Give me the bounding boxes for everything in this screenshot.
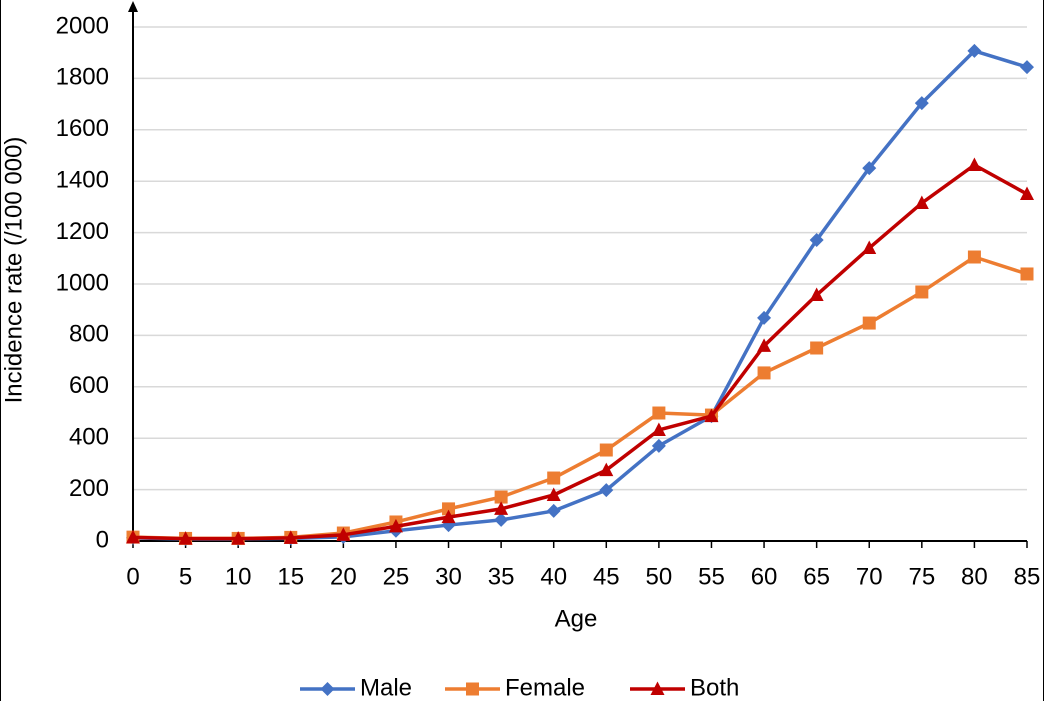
y-tick-label: 1600 [56, 115, 109, 142]
marker [442, 502, 456, 516]
marker [650, 681, 665, 695]
x-tick-label: 20 [330, 563, 357, 590]
legend-item: Female [445, 674, 585, 701]
marker [283, 530, 298, 544]
y-tick-label: 800 [69, 321, 109, 348]
legend-label: Female [505, 674, 585, 701]
marker [652, 406, 666, 420]
marker [862, 161, 877, 176]
x-tick-label: 40 [540, 563, 567, 590]
y-tick-label: 1200 [56, 218, 109, 245]
x-tick-label: 80 [961, 563, 988, 590]
y-tick-label: 200 [69, 475, 109, 502]
marker [441, 509, 456, 524]
marker [336, 527, 351, 541]
marker [1020, 186, 1034, 201]
marker [126, 529, 140, 544]
x-tick-label: 65 [803, 563, 830, 590]
marker [494, 490, 508, 504]
y-tick-label: 1000 [56, 269, 109, 296]
series-line [132, 255, 1028, 541]
x-tick-label: 35 [488, 563, 515, 590]
marker [967, 157, 982, 172]
y-tick-label: 2000 [56, 12, 109, 39]
marker [914, 96, 929, 111]
marker [599, 462, 614, 477]
legend-item: Male [300, 674, 412, 701]
marker [704, 408, 719, 423]
x-tick-label: 45 [593, 563, 620, 590]
x-axis-title: Age [555, 605, 598, 632]
legend-label: Male [360, 674, 412, 701]
marker [914, 195, 929, 210]
marker [546, 503, 561, 518]
marker [757, 366, 771, 380]
marker [967, 43, 982, 58]
y-tick-label: 1400 [56, 167, 109, 194]
x-tick-label: 15 [277, 563, 304, 590]
marker [809, 287, 824, 302]
marker [494, 501, 509, 515]
x-tick-label: 70 [856, 563, 883, 590]
y-tick-label: 400 [69, 424, 109, 451]
x-tick-label: 0 [126, 563, 139, 590]
marker [915, 285, 929, 299]
y-tick-label: 0 [96, 526, 109, 553]
marker [757, 338, 772, 352]
marker [757, 310, 772, 325]
y-axis-arrow [128, 1, 138, 12]
marker [1020, 60, 1034, 75]
x-tick-label: 85 [1014, 563, 1041, 590]
marker [547, 471, 561, 485]
y-axis-title: Incidence rate (/100 000) [0, 137, 27, 404]
marker [599, 483, 614, 498]
x-tick-label: 50 [646, 563, 673, 590]
marker [494, 512, 509, 527]
marker [651, 422, 666, 436]
marker [810, 341, 824, 355]
marker [967, 250, 981, 264]
series-line [132, 163, 1028, 541]
x-tick-label: 55 [698, 563, 725, 590]
legend-item: Both [630, 674, 739, 701]
marker [862, 240, 877, 255]
y-tick-label: 600 [69, 372, 109, 399]
marker [320, 682, 335, 696]
marker [231, 531, 246, 545]
x-tick-label: 30 [435, 563, 462, 590]
marker [599, 443, 613, 457]
x-tick-label: 10 [225, 563, 252, 590]
marker [809, 233, 824, 248]
x-tick-label: 25 [383, 563, 410, 590]
marker [546, 487, 561, 501]
marker [862, 316, 876, 330]
x-tick-label: 5 [179, 563, 192, 590]
marker [466, 682, 479, 696]
x-tick-label: 60 [751, 563, 778, 590]
marker [651, 438, 666, 453]
marker [178, 531, 193, 545]
y-tick-label: 1800 [56, 64, 109, 91]
marker [1020, 267, 1034, 281]
x-tick-label: 75 [908, 563, 935, 590]
marker [388, 518, 403, 533]
legend-label: Both [690, 674, 739, 701]
